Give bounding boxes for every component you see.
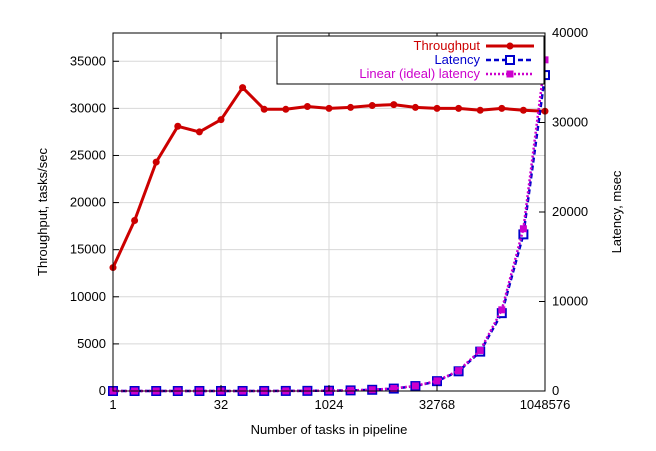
x-axis-label: Number of tasks in pipeline <box>251 422 408 437</box>
grid-lines <box>113 33 545 391</box>
data-point <box>303 102 311 110</box>
x-tick-label: 1024 <box>315 397 344 412</box>
tick-labels: 0 5000 10000 15000 20000 25000 30000 35000 0 1000… <box>70 25 588 412</box>
data-point <box>368 386 376 394</box>
data-point <box>498 306 506 314</box>
y-right-tick-label: 40000 <box>552 25 588 40</box>
legend-label: Throughput <box>414 38 481 53</box>
y-right-tick-label: 20000 <box>552 204 588 219</box>
data-point <box>411 382 419 390</box>
legend-label: Latency <box>434 52 480 67</box>
data-point <box>174 122 182 130</box>
data-point <box>347 103 355 111</box>
data-point <box>476 106 484 114</box>
y-axis-left-label: Throughput, tasks/sec <box>35 148 50 276</box>
y-right-tick-label: 30000 <box>552 115 588 130</box>
data-point <box>368 102 376 110</box>
series-line <box>111 86 548 269</box>
data-point <box>498 104 506 112</box>
y-left-tick-label: 30000 <box>70 100 106 115</box>
data-point <box>455 104 463 112</box>
data-point <box>433 104 441 112</box>
data-point <box>217 116 225 124</box>
legend-marker <box>506 70 514 78</box>
data-point <box>239 84 247 92</box>
y-right-tick-label: 0 <box>552 383 559 398</box>
y-left-tick-label: 0 <box>99 383 106 398</box>
y-left-tick-label: 20000 <box>70 195 106 210</box>
data-point <box>455 367 463 375</box>
legend-marker <box>505 55 515 65</box>
legend-box <box>276 35 545 85</box>
data-point <box>390 101 398 109</box>
data-point <box>519 225 527 233</box>
x-tick-label: 32 <box>214 397 228 412</box>
y-left-tick-label: 25000 <box>70 147 106 162</box>
data-point <box>433 377 441 385</box>
data-point <box>411 103 419 111</box>
legend-label: Linear (ideal) latency <box>359 66 480 81</box>
data-point <box>195 128 203 136</box>
x-tick-label: 1048576 <box>520 397 571 412</box>
data-point <box>325 104 333 112</box>
data-point <box>476 346 484 354</box>
data-point <box>152 158 160 166</box>
y-right-tick-label: 10000 <box>552 294 588 309</box>
data-point <box>347 386 355 394</box>
data-point <box>260 105 268 113</box>
y-axis-right-label: Latency, msec <box>609 170 624 253</box>
x-tick-label: 32768 <box>419 397 455 412</box>
y-left-tick-label: 15000 <box>70 242 106 257</box>
legend-marker <box>506 42 514 50</box>
y-left-tick-label: 10000 <box>70 289 106 304</box>
data-point <box>282 105 290 113</box>
data-point <box>390 384 398 392</box>
x-tick-label: 1 <box>109 397 116 412</box>
y-left-tick-label: 35000 <box>70 53 106 68</box>
data-point <box>131 216 139 224</box>
y-left-tick-label: 5000 <box>77 336 106 351</box>
data-point <box>519 106 527 114</box>
